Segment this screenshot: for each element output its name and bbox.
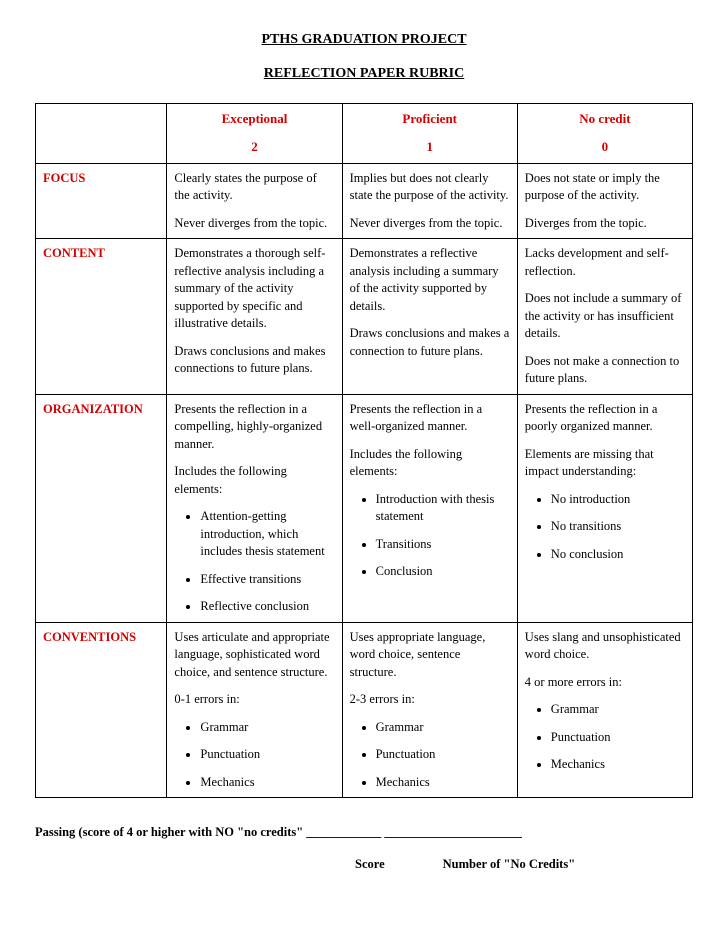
content-cell: Does not state or imply the purpose of t…	[517, 163, 692, 239]
content-cell: Clearly states the purpose of the activi…	[167, 163, 342, 239]
passing-line: Passing (score of 4 or higher with NO "n…	[35, 824, 693, 842]
content-cell: Uses articulate and appropriate language…	[167, 622, 342, 798]
bullet-item: Grammar	[200, 719, 334, 737]
table-row: FOCUSClearly states the purpose of the a…	[36, 163, 693, 239]
footer-block: Passing (score of 4 or higher with NO "n…	[35, 824, 693, 873]
header-nocredit: No credit 0	[517, 104, 692, 163]
cell-paragraph: Does not state or imply the purpose of t…	[525, 170, 685, 205]
bullet-item: Punctuation	[551, 729, 685, 747]
cell-paragraph: Uses appropriate language, word choice, …	[350, 629, 510, 682]
cell-paragraph: Implies but does not clearly state the p…	[350, 170, 510, 205]
cell-paragraph: Diverges from the topic.	[525, 215, 685, 233]
category-cell: CONTENT	[36, 239, 167, 395]
bullet-list: Grammar Punctuation Mechanics	[174, 719, 334, 792]
bullet-item: Effective transitions	[200, 571, 334, 589]
bullet-item: Introduction with thesis statement	[376, 491, 510, 526]
cell-paragraph: Lacks development and self-reflection.	[525, 245, 685, 280]
bullet-item: Reflective conclusion	[200, 598, 334, 616]
cell-paragraph: Elements are missing that impact underst…	[525, 446, 685, 481]
cell-paragraph: Presents the reflection in a compelling,…	[174, 401, 334, 454]
cell-paragraph: Clearly states the purpose of the activi…	[174, 170, 334, 205]
category-cell: FOCUS	[36, 163, 167, 239]
cell-paragraph: Presents the reflection in a poorly orga…	[525, 401, 685, 436]
content-cell: Implies but does not clearly state the p…	[342, 163, 517, 239]
category-cell: ORGANIZATION	[36, 394, 167, 622]
content-cell: Presents the reflection in a compelling,…	[167, 394, 342, 622]
bullet-list: Attention-getting introduction, which in…	[174, 508, 334, 616]
main-title: PTHS GRADUATION PROJECT	[35, 30, 693, 50]
header-score: 2	[174, 138, 334, 156]
bullet-list: No introduction No transitions No conclusi…	[525, 491, 685, 564]
bullet-item: No introduction	[551, 491, 685, 509]
content-cell: Demonstrates a reflective analysis inclu…	[342, 239, 517, 395]
score-line: Score Number of "No Credits"	[35, 856, 693, 874]
cell-paragraph: Does not include a summary of the activi…	[525, 290, 685, 343]
rubric-table: Exceptional 2 Proficient 1 No credit 0 F…	[35, 103, 693, 798]
bullet-item: Conclusion	[376, 563, 510, 581]
bullet-item: Attention-getting introduction, which in…	[200, 508, 334, 561]
header-proficient: Proficient 1	[342, 104, 517, 163]
title-block: PTHS GRADUATION PROJECT REFLECTION PAPER…	[35, 30, 693, 83]
sub-title: REFLECTION PAPER RUBRIC	[35, 64, 693, 84]
category-cell: CONVENTIONS	[36, 622, 167, 798]
bullet-list: Introduction with thesis statement Transi…	[350, 491, 510, 581]
header-score: 0	[525, 138, 685, 156]
content-cell: Lacks development and self-reflection. Do…	[517, 239, 692, 395]
content-cell: Uses slang and unsophisticated word choi…	[517, 622, 692, 798]
bullet-item: Punctuation	[376, 746, 510, 764]
bullet-list: Grammar Punctuation Mechanics	[350, 719, 510, 792]
bullet-item: Punctuation	[200, 746, 334, 764]
cell-paragraph: Includes the following elements:	[174, 463, 334, 498]
table-row: CONVENTIONSUses articulate and appropria…	[36, 622, 693, 798]
score-label: Score	[355, 857, 385, 871]
cell-paragraph: Draws conclusions and makes a connection…	[350, 325, 510, 360]
bullet-item: Mechanics	[551, 756, 685, 774]
bullet-item: Mechanics	[200, 774, 334, 792]
header-score: 1	[350, 138, 510, 156]
header-row: Exceptional 2 Proficient 1 No credit 0	[36, 104, 693, 163]
bullet-item: No transitions	[551, 518, 685, 536]
content-cell: Demonstrates a thorough self-reflective …	[167, 239, 342, 395]
cell-paragraph: Uses slang and unsophisticated word choi…	[525, 629, 685, 664]
content-cell: Presents the reflection in a well-organi…	[342, 394, 517, 622]
cell-paragraph: 0-1 errors in:	[174, 691, 334, 709]
content-cell: Uses appropriate language, word choice, …	[342, 622, 517, 798]
cell-paragraph: Never diverges from the topic.	[174, 215, 334, 233]
cell-paragraph: 4 or more errors in:	[525, 674, 685, 692]
header-empty	[36, 104, 167, 163]
table-row: CONTENTDemonstrates a thorough self-refl…	[36, 239, 693, 395]
cell-paragraph: Includes the following elements:	[350, 446, 510, 481]
cell-paragraph: Draws conclusions and makes connections …	[174, 343, 334, 378]
cell-paragraph: 2-3 errors in:	[350, 691, 510, 709]
header-label: No credit	[579, 111, 630, 126]
cell-paragraph: Uses articulate and appropriate language…	[174, 629, 334, 682]
cell-paragraph: Demonstrates a thorough self-reflective …	[174, 245, 334, 333]
cell-paragraph: Never diverges from the topic.	[350, 215, 510, 233]
bullet-list: Grammar Punctuation Mechanics	[525, 701, 685, 774]
cell-paragraph: Presents the reflection in a well-organi…	[350, 401, 510, 436]
header-exceptional: Exceptional 2	[167, 104, 342, 163]
bullet-item: Transitions	[376, 536, 510, 554]
cell-paragraph: Does not make a connection to future pla…	[525, 353, 685, 388]
bullet-item: Grammar	[376, 719, 510, 737]
bullet-item: Grammar	[551, 701, 685, 719]
bullet-item: No conclusion	[551, 546, 685, 564]
credits-label: Number of "No Credits"	[443, 857, 576, 871]
table-row: ORGANIZATIONPresents the reflection in a…	[36, 394, 693, 622]
bullet-item: Mechanics	[376, 774, 510, 792]
header-label: Proficient	[402, 111, 457, 126]
cell-paragraph: Demonstrates a reflective analysis inclu…	[350, 245, 510, 315]
content-cell: Presents the reflection in a poorly orga…	[517, 394, 692, 622]
header-label: Exceptional	[222, 111, 288, 126]
